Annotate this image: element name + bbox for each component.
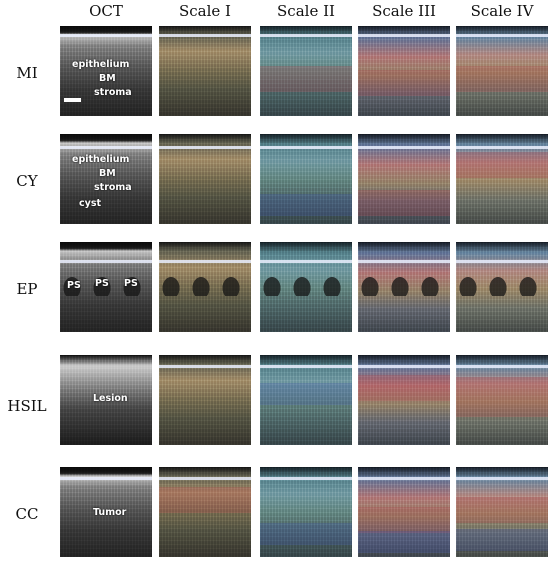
oct-label-ps-3: PS (124, 278, 138, 289)
scale-i-image-hsil (159, 355, 251, 445)
scale-iv-image-mi (456, 26, 548, 116)
row-label-cc: CC (15, 505, 39, 523)
scale-iii-image-cc (358, 467, 450, 557)
tissue-surface-band (60, 146, 152, 149)
tissue-surface-band (60, 260, 152, 263)
papillary-structures (60, 266, 152, 296)
scale-iv-image-cc (456, 467, 548, 557)
scale-iv-image-ep (456, 242, 548, 332)
oct-label-tumor: Tumor (93, 507, 127, 518)
scale-iii-image-ep (358, 242, 450, 332)
row-label-cy: CY (16, 172, 38, 190)
column-header-oct: OCT (89, 2, 123, 20)
scale-ii-image-cc (260, 467, 352, 557)
oct-label-stroma: stroma (94, 182, 132, 193)
column-header-scale-iv: Scale IV (470, 2, 534, 20)
scale-i-image-ep (159, 242, 251, 332)
row-label-mi: MI (16, 64, 38, 82)
oct-label-epithelium: epithelium (72, 154, 130, 165)
oct-label-epithelium: epithelium (72, 59, 130, 70)
oct-image-cc: Tumor (60, 467, 152, 557)
oct-label-ps-1: PS (67, 280, 81, 291)
scale-i-image-cy (159, 134, 251, 224)
scale-ii-image-ep (260, 242, 352, 332)
scale-ii-image-hsil (260, 355, 352, 445)
scale-ii-image-mi (260, 26, 352, 116)
oct-label-bm: BM (99, 168, 116, 179)
column-header-scale-i: Scale I (179, 2, 231, 20)
scale-i-image-mi (159, 26, 251, 116)
scale-iv-image-cy (456, 134, 548, 224)
scale-i-image-cc (159, 467, 251, 557)
row-label-hsil: HSIL (7, 397, 47, 415)
scale-bar (64, 98, 81, 102)
oct-image-hsil: Lesion (60, 355, 152, 445)
tissue-surface-band (60, 34, 152, 37)
oct-image-cy: epithelium BM stroma cyst (60, 134, 152, 224)
scale-iii-image-hsil (358, 355, 450, 445)
scale-ii-image-cy (260, 134, 352, 224)
oct-image-mi: epithelium BM stroma (60, 26, 152, 116)
column-header-scale-iii: Scale III (372, 2, 436, 20)
scale-iv-image-hsil (456, 355, 548, 445)
scale-iii-image-cy (358, 134, 450, 224)
scale-iii-image-mi (358, 26, 450, 116)
oct-label-lesion: Lesion (93, 393, 128, 404)
column-header-scale-ii: Scale II (277, 2, 335, 20)
oct-label-cyst: cyst (79, 198, 102, 209)
oct-label-ps-2: PS (95, 278, 109, 289)
oct-label-stroma: stroma (94, 87, 132, 98)
oct-image-ep: PS PS PS (60, 242, 152, 332)
oct-label-bm: BM (99, 73, 116, 84)
tissue-surface-band (60, 477, 152, 480)
row-label-ep: EP (16, 280, 38, 298)
